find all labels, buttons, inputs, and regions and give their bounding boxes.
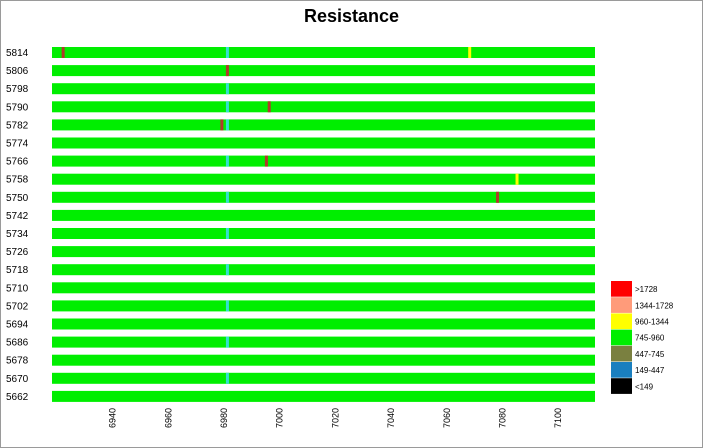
x-tick-label: 7060 xyxy=(442,408,452,428)
resistance-mark xyxy=(264,155,268,167)
legend-label: 149-447 xyxy=(635,366,665,375)
resistance-mark xyxy=(61,47,65,58)
resistance-mark xyxy=(225,264,229,276)
legend-label: 960-1344 xyxy=(635,318,669,327)
row-bar xyxy=(52,246,595,258)
chart-title: Resistance xyxy=(303,6,400,26)
row-bar xyxy=(52,354,595,366)
row-label: 5750 xyxy=(6,193,29,204)
row-label: 5718 xyxy=(6,265,29,276)
x-tick-label: 7100 xyxy=(553,408,563,428)
row-label: 5726 xyxy=(6,247,29,258)
resistance-mark xyxy=(225,300,229,312)
legend-label: 1344-1728 xyxy=(635,301,674,310)
row-bar xyxy=(52,191,595,203)
row-label: 5798 xyxy=(6,84,29,95)
x-tick-label: 6940 xyxy=(108,408,118,428)
row-bar xyxy=(52,47,595,58)
row-label: 5766 xyxy=(6,157,29,168)
resistance-mark xyxy=(225,47,229,58)
resistance-mark xyxy=(225,83,229,95)
row-label: 5814 xyxy=(6,48,29,59)
row-bar xyxy=(52,390,595,402)
legend-label: 745-960 xyxy=(635,334,665,343)
resistance-mark xyxy=(468,47,472,58)
row-label: 5678 xyxy=(6,356,29,367)
row-bar xyxy=(52,65,595,77)
row-bar xyxy=(52,372,595,384)
legend-label: >1728 xyxy=(635,285,658,294)
legend-swatch xyxy=(611,329,632,346)
row-bar xyxy=(52,83,595,95)
row-bar xyxy=(52,300,595,312)
rows-layer: 5814 5806 5798 5790 5782 5774 5766 5758 5750 5742… xyxy=(6,47,595,403)
resistance-mark xyxy=(267,101,271,113)
legend-swatch xyxy=(611,345,632,362)
row-label: 5742 xyxy=(6,211,29,222)
row-label: 5806 xyxy=(6,66,29,77)
resistance-mark xyxy=(225,228,229,239)
row-bar xyxy=(52,228,595,239)
row-bar xyxy=(52,264,595,276)
resistance-mark xyxy=(225,155,229,167)
row-bar xyxy=(52,318,595,330)
legend-label: <149 xyxy=(635,382,654,391)
resistance-mark xyxy=(225,336,229,348)
row-label: 5694 xyxy=(6,320,29,331)
row-label: 5774 xyxy=(6,139,29,150)
legend-swatch xyxy=(611,378,632,394)
row-label: 5734 xyxy=(6,229,29,240)
legend-swatch xyxy=(611,281,632,297)
legend-swatch xyxy=(611,362,632,378)
row-label: 5662 xyxy=(6,392,29,403)
row-bar xyxy=(52,173,595,185)
x-tick-label: 7000 xyxy=(275,408,285,428)
resistance-mark xyxy=(496,191,500,203)
row-label: 5758 xyxy=(6,175,29,186)
row-bar xyxy=(52,282,595,294)
row-bar xyxy=(52,209,595,221)
resistance-mark xyxy=(225,372,229,384)
resistance-mark xyxy=(225,101,229,113)
row-label: 5782 xyxy=(6,120,29,131)
legend: >1728 1344-1728 960-1344 745-960 447-745 149-… xyxy=(611,281,674,394)
row-label: 5710 xyxy=(6,283,29,294)
x-tick-label: 6960 xyxy=(163,408,173,428)
resistance-mark xyxy=(225,119,229,131)
row-bar xyxy=(52,119,595,131)
row-bar xyxy=(52,155,595,167)
row-bar xyxy=(52,101,595,113)
row-bar xyxy=(52,137,595,149)
row-label: 5686 xyxy=(6,338,29,349)
row-bar xyxy=(52,336,595,348)
row-label: 5670 xyxy=(6,374,29,385)
legend-swatch xyxy=(611,313,632,330)
resistance-mark xyxy=(225,65,229,77)
row-label: 5790 xyxy=(6,102,29,113)
legend-label: 447-745 xyxy=(635,350,665,359)
x-tick-label: 6980 xyxy=(219,408,229,428)
x-tick-label: 7020 xyxy=(330,408,340,428)
row-label: 5702 xyxy=(6,301,29,312)
x-tick-label: 7040 xyxy=(386,408,396,428)
marks-layer xyxy=(61,47,519,384)
legend-swatch xyxy=(611,297,632,313)
resistance-mark xyxy=(225,191,229,203)
resistance-mark xyxy=(220,119,224,131)
x-axis: 6940 6960 6980 7000 7020 7040 7060 7080 7100 xyxy=(108,408,564,428)
resistance-mark xyxy=(515,173,519,185)
x-tick-label: 7080 xyxy=(497,408,507,428)
